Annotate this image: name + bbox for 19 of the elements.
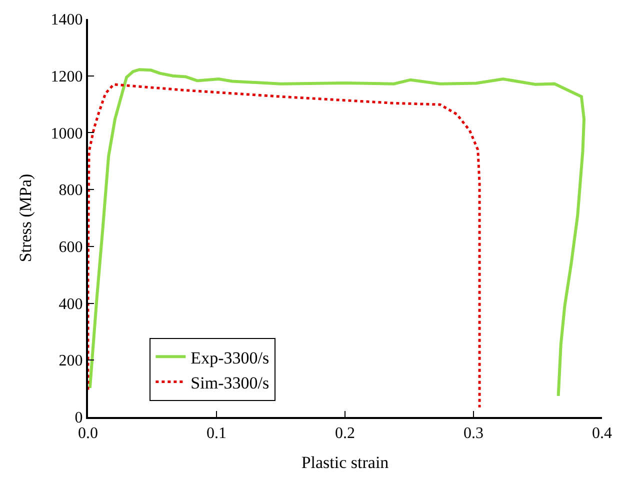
line-series xyxy=(88,83,481,409)
y-tick-label: 1400 xyxy=(50,12,83,29)
y-tick-label: 0 xyxy=(74,410,83,427)
x-tick-label: 0.4 xyxy=(592,425,612,442)
y-axis-title: Stress (MPa) xyxy=(16,174,35,262)
x-axis-title: Plastic strain xyxy=(301,453,390,472)
y-tick-label: 200 xyxy=(58,352,83,370)
x-tick-label: 0.0 xyxy=(78,425,98,442)
legend-label: Exp-3300/s xyxy=(190,348,270,368)
y-tick-label: 800 xyxy=(58,182,83,200)
y-tick-label: 1200 xyxy=(50,68,83,86)
legend-label: Sim-3300/s xyxy=(190,373,270,392)
line-series xyxy=(88,68,586,398)
y-tick-label: 600 xyxy=(58,239,83,256)
x-tick-label: 0.3 xyxy=(464,425,484,442)
y-tick-label: 1000 xyxy=(50,125,83,142)
x-tick-label: 0.2 xyxy=(335,425,355,442)
x-tick-label: 0.1 xyxy=(206,425,226,442)
y-tick-label: 400 xyxy=(58,296,83,313)
